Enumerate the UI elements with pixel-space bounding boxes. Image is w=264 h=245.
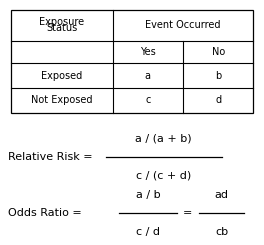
Text: =: =: [183, 208, 192, 218]
Text: a / (a + b): a / (a + b): [135, 133, 192, 143]
Text: Event Occurred: Event Occurred: [145, 20, 221, 30]
Text: Odds Ratio =: Odds Ratio =: [8, 208, 82, 218]
Text: Not Exposed: Not Exposed: [31, 95, 92, 105]
Text: cb: cb: [215, 227, 228, 237]
Text: c / d: c / d: [136, 227, 160, 237]
Text: ad: ad: [215, 190, 229, 200]
Text: a: a: [145, 71, 151, 81]
Text: Exposed: Exposed: [41, 71, 82, 81]
Text: c: c: [145, 95, 150, 105]
Bar: [11, 10, 253, 113]
Text: c / (c + d): c / (c + d): [136, 170, 191, 180]
Text: Yes: Yes: [140, 47, 156, 57]
Text: b: b: [215, 71, 221, 81]
Text: Relative Risk =: Relative Risk =: [8, 152, 93, 162]
Text: Status: Status: [46, 23, 77, 33]
Text: Exposure: Exposure: [39, 17, 84, 27]
Text: No: No: [212, 47, 225, 57]
Text: d: d: [215, 95, 221, 105]
Text: a / b: a / b: [135, 190, 160, 200]
